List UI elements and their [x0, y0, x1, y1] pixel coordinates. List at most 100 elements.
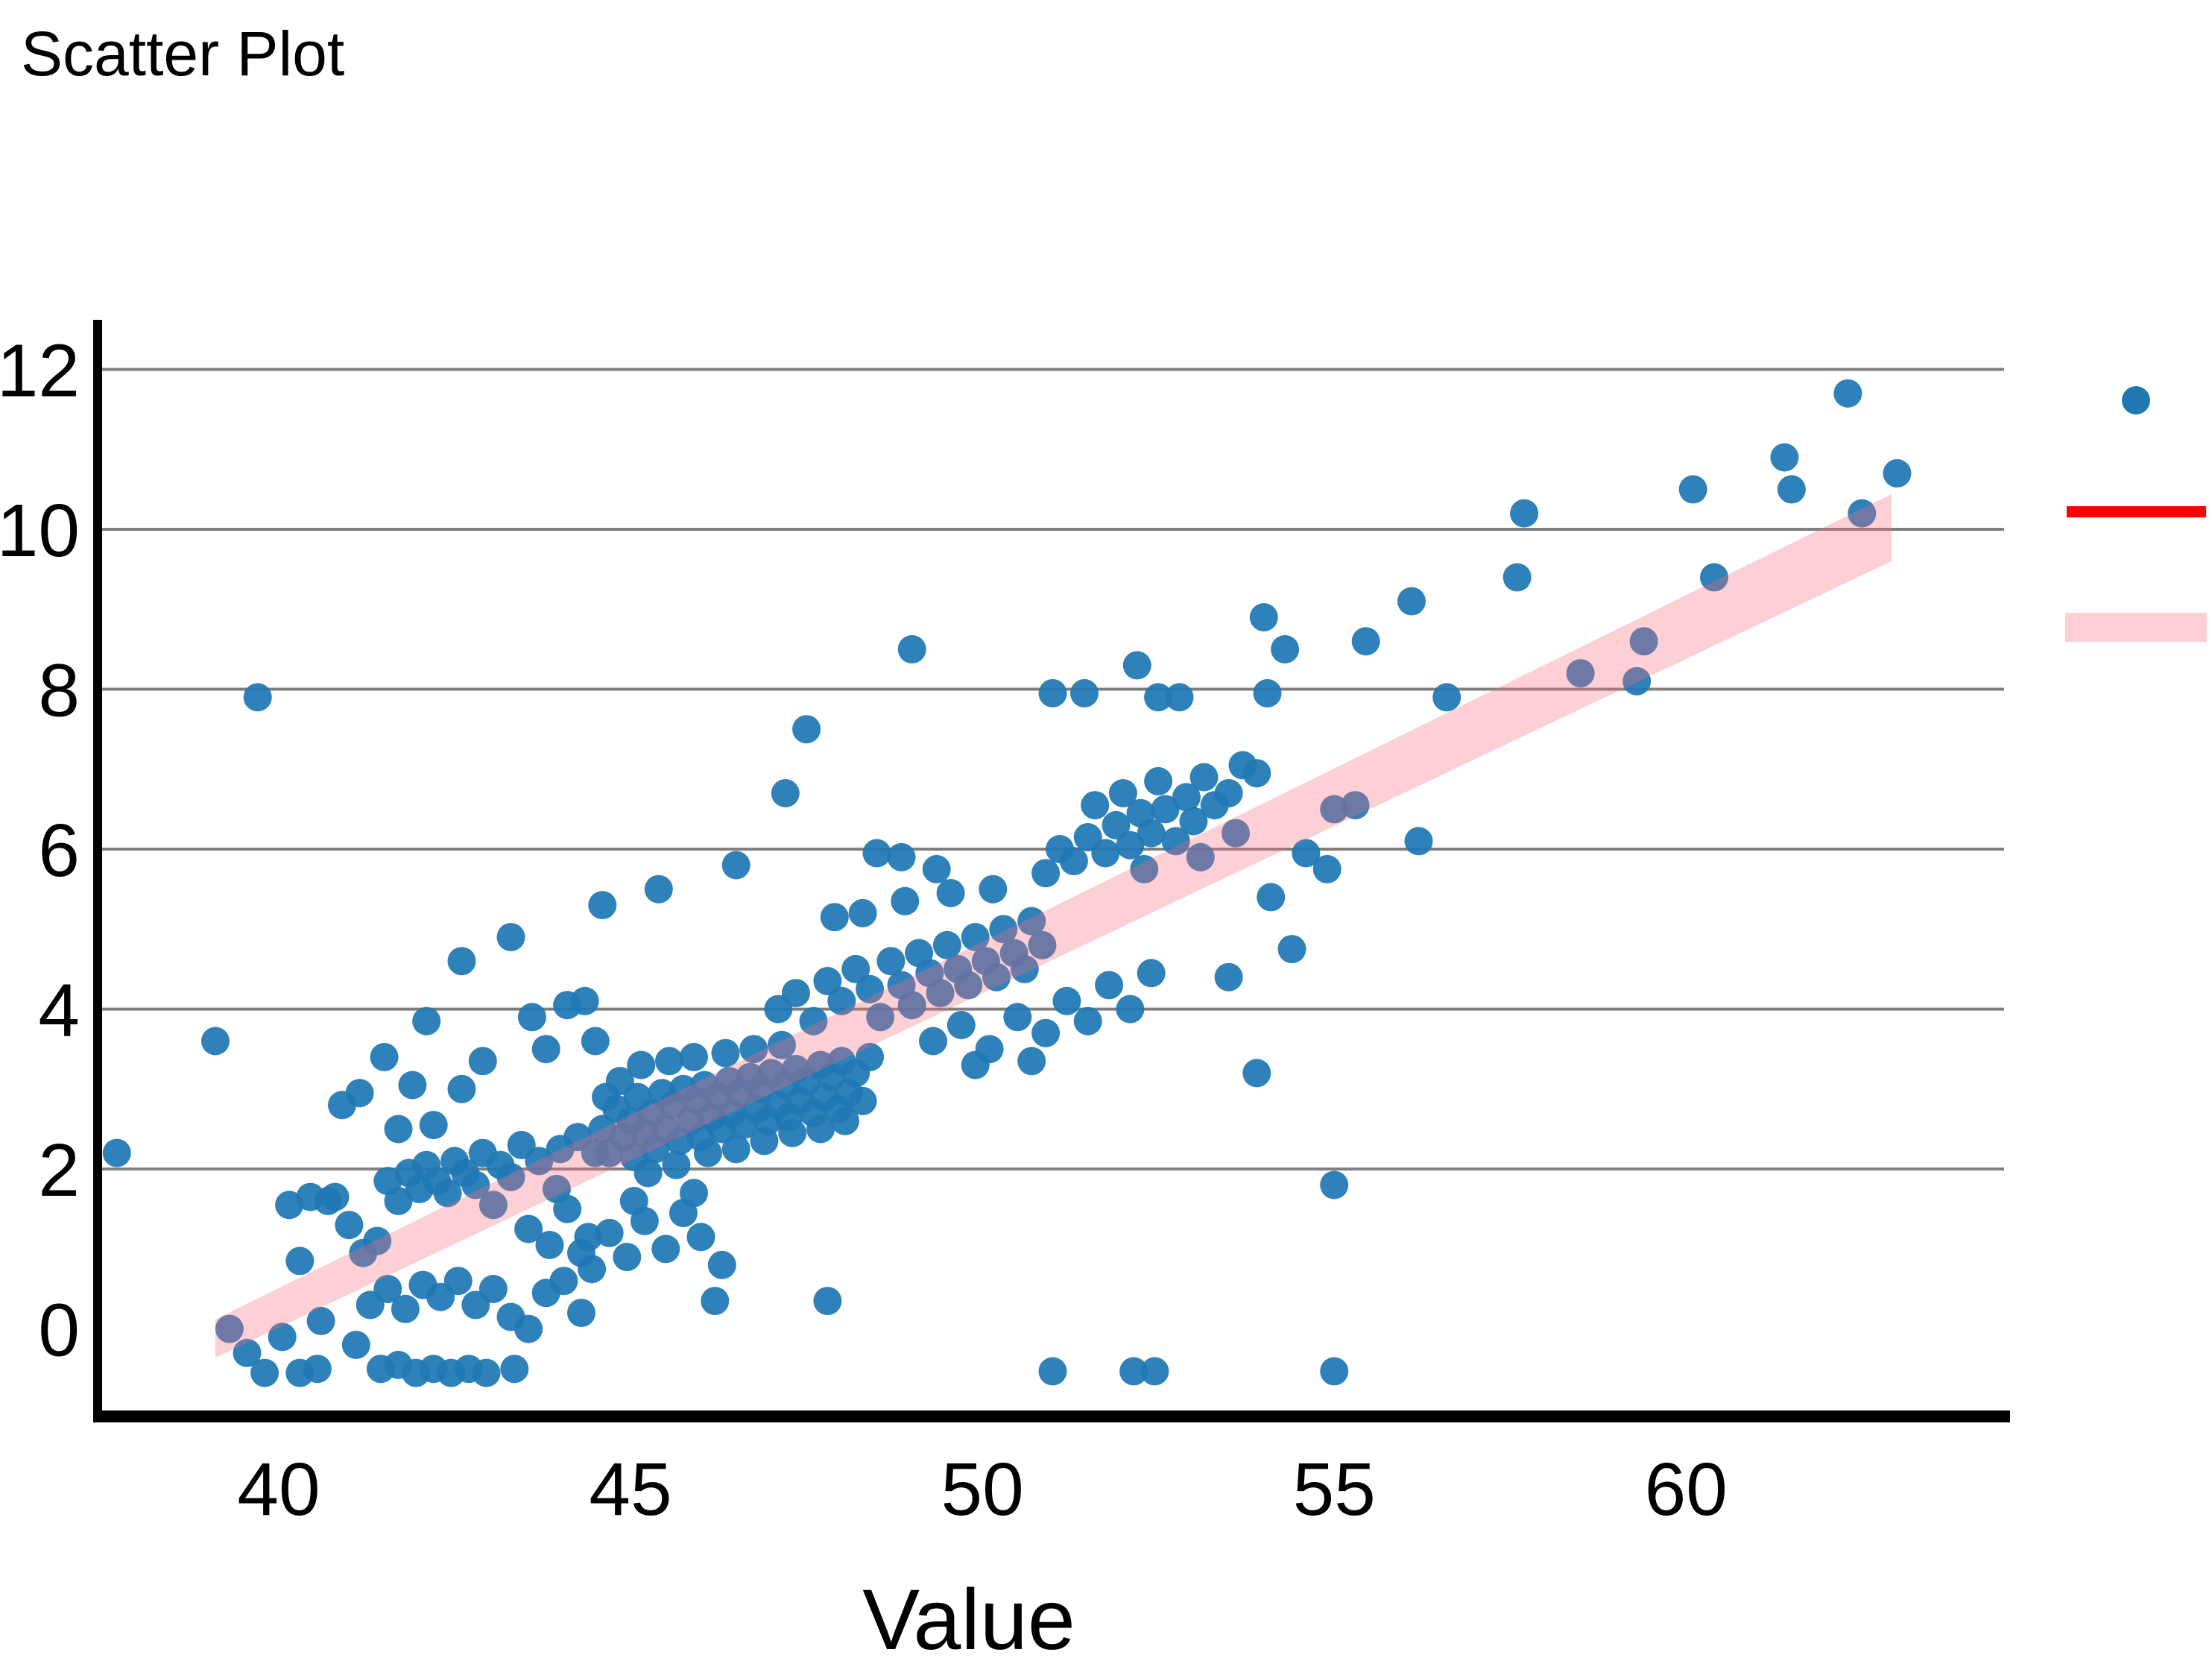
scatter-point: [1432, 683, 1462, 712]
scatter-point: [102, 1138, 131, 1167]
scatter-point: [1073, 1006, 1102, 1036]
scatter-point: [1883, 458, 1912, 488]
scatter-point: [605, 1067, 634, 1096]
scatter-point: [947, 1011, 976, 1039]
scatter-point: [1622, 666, 1652, 696]
scatter-point: [461, 1170, 490, 1200]
scatter-point: [1091, 839, 1120, 868]
scatter-point: [680, 1042, 708, 1071]
x-axis-title: Value: [862, 1572, 1075, 1658]
scatter-point: [531, 1035, 560, 1064]
scatter-point: [848, 898, 877, 927]
scatter-point: [1292, 839, 1321, 868]
scatter-point: [391, 1294, 420, 1323]
scatter-point: [1242, 1059, 1271, 1088]
scatter-point: [989, 915, 1018, 944]
scatter-point: [961, 1050, 990, 1079]
scatter-point: [750, 1126, 779, 1156]
scatter-point: [1102, 810, 1131, 839]
scatter-point: [655, 1047, 683, 1076]
scatter-point: [841, 954, 870, 983]
y-tick-label-12: 12: [0, 330, 80, 413]
scatter-point: [1277, 935, 1306, 964]
scatter-point: [1242, 759, 1271, 788]
legend-line-marker: [2067, 506, 2206, 517]
scatter-point: [1151, 795, 1180, 824]
y-tick-label-4: 4: [38, 969, 80, 1053]
scatter-point: [250, 1358, 279, 1387]
scatter-point: [1031, 1018, 1061, 1047]
x-tick-label-50: 50: [941, 1448, 1023, 1531]
scatter-point: [613, 1243, 642, 1272]
scatter-point: [813, 967, 842, 995]
scatter-point: [848, 1086, 877, 1115]
scatter-point: [1017, 907, 1046, 936]
scatter-point: [1172, 783, 1201, 812]
scatter-point: [1059, 847, 1088, 876]
scatter-point: [866, 1003, 895, 1032]
y-tick-label-10: 10: [0, 489, 80, 573]
scatter-point: [1137, 959, 1166, 988]
scatter-point: [447, 1074, 476, 1103]
scatter-point: [472, 1358, 501, 1387]
scatter-point: [1165, 683, 1194, 712]
trend-band: [215, 494, 1892, 1358]
scatter-point: [721, 1135, 750, 1164]
scatter-point: [1214, 779, 1243, 807]
axis-frame: [93, 320, 2010, 1422]
scatter-point: [1119, 1357, 1148, 1386]
scatter-point: [447, 947, 476, 976]
scatter-point: [827, 986, 856, 1015]
scatter-point: [588, 891, 617, 920]
scatter-point: [443, 1267, 473, 1296]
scatter-point: [1179, 807, 1208, 836]
scatter-point: [1222, 819, 1250, 848]
scatter-point: [739, 1035, 768, 1064]
scatter-point: [1833, 379, 1862, 408]
scatter-point: [1341, 791, 1370, 820]
scatter-point: [468, 1047, 497, 1076]
scatter-point: [1253, 678, 1282, 707]
scatter-point: [542, 1174, 571, 1203]
scatter-point: [1140, 1357, 1169, 1386]
scatter-point: [384, 1115, 413, 1144]
scatter-point: [778, 1118, 807, 1147]
scatter-point: [1052, 986, 1081, 1015]
scatter-point: [478, 1191, 508, 1220]
scatter-point: [651, 1235, 680, 1264]
y-tick-label-6: 6: [38, 809, 80, 892]
scatter-point: [1186, 842, 1215, 871]
scatter-point: [1116, 995, 1145, 1024]
scatter-point: [831, 1106, 859, 1135]
scatter-point: [373, 1275, 402, 1303]
scatter-point: [419, 1111, 448, 1140]
y-tick-label-8: 8: [38, 649, 80, 733]
scatter-point: [517, 1003, 546, 1032]
scatter-point: [1629, 627, 1658, 656]
x-tick-label-45: 45: [589, 1448, 672, 1531]
scatter-point: [370, 1042, 399, 1071]
scatter-point: [897, 991, 926, 1020]
scatter-point: [285, 1246, 315, 1276]
scatter-point: [1144, 766, 1173, 795]
scatter-point: [514, 1214, 543, 1244]
scatter-point: [891, 886, 920, 915]
scatter-point: [1351, 627, 1380, 656]
chart-title: Scatter Plot: [21, 19, 345, 89]
legend: [2065, 386, 2207, 642]
scatter-point: [1130, 854, 1159, 883]
scatter-point: [1038, 678, 1067, 707]
scatter-point: [1081, 791, 1110, 820]
scatter-point: [768, 1030, 796, 1059]
scatter-point: [535, 1231, 564, 1259]
scatter-point: [567, 1299, 595, 1328]
scatter-point: [514, 1314, 543, 1343]
scatter-point: [1028, 930, 1057, 959]
y-tick-labels: 12 10 8 6 4 2 0: [0, 330, 80, 1372]
scatter-point: [496, 923, 525, 951]
scatter-point: [1070, 678, 1099, 707]
x-tick-labels: 40 45 50 55 60: [237, 1448, 1728, 1531]
scatter-points: [102, 379, 1912, 1387]
scatter-point: [1214, 962, 1243, 992]
scatter-point: [693, 1138, 722, 1167]
